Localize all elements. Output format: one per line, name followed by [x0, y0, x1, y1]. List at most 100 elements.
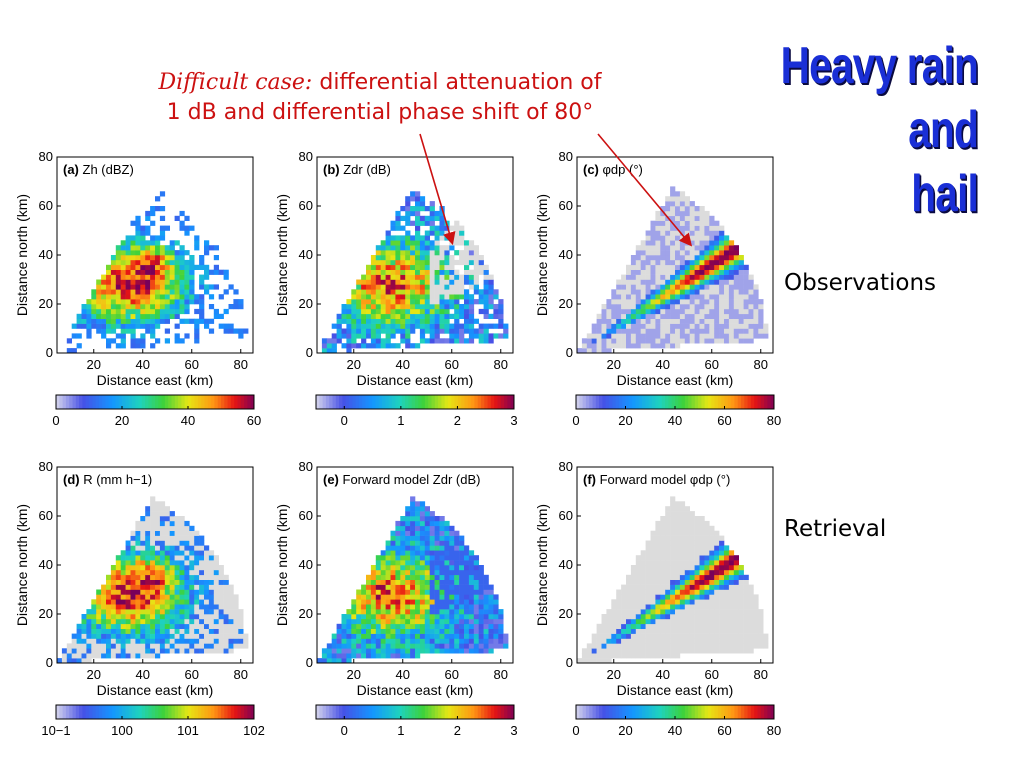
- colorbar-cell: [358, 705, 363, 719]
- colorbar-cell: [207, 395, 212, 409]
- colorbar-cell: [454, 395, 459, 409]
- panel-title: (e) Forward model Zdr (dB): [323, 472, 480, 487]
- colorbar-cell: [79, 705, 83, 719]
- colorbar-cell: [688, 705, 692, 719]
- colorbar-cell: [618, 705, 623, 719]
- colorbar-cell: [349, 395, 353, 409]
- colorbar-tick-label: 100: [111, 723, 133, 738]
- panel-quantity: Zh (dBZ): [83, 162, 134, 177]
- colorbar-tick-label: 20: [618, 723, 632, 738]
- x-tick-label: 60: [705, 667, 719, 682]
- colorbar-cell: [105, 395, 110, 409]
- colorbar-cell: [431, 705, 436, 719]
- colorbar-cell: [504, 705, 508, 719]
- colorbar-cell: [388, 395, 393, 409]
- colorbar-cell: [171, 705, 176, 719]
- colorbar-cell: [681, 705, 686, 719]
- colorbar-cell: [701, 395, 706, 409]
- row-label-retrieval: Retrieval: [784, 516, 887, 542]
- colorbar-cell: [161, 705, 166, 719]
- colorbar-cell: [438, 395, 442, 409]
- colorbar-cell: [694, 705, 699, 719]
- colorbar-cell: [408, 705, 413, 719]
- colorbar-cell: [708, 395, 712, 409]
- colorbar-cell: [658, 395, 663, 409]
- colorbar-cell: [595, 705, 600, 719]
- colorbar-cell: [464, 705, 469, 719]
- colorbar-cell: [645, 705, 650, 719]
- colorbar-tick-label: 80: [767, 723, 781, 738]
- colorbar-cell: [632, 395, 636, 409]
- colorbar-cell: [704, 395, 709, 409]
- colorbar-cell: [665, 395, 669, 409]
- colorbar-cell: [721, 395, 725, 409]
- y-tick-label: 80: [299, 459, 313, 474]
- heading-line-1: Heavy rain: [780, 37, 979, 95]
- colorbar-cell: [698, 705, 702, 719]
- colorbar-cell: [201, 395, 205, 409]
- colorbar-tick-label: 3: [510, 413, 517, 428]
- y-axis-label: Distance north (km): [274, 504, 290, 626]
- colorbar-tick-label: 20: [115, 413, 129, 428]
- colorbar-cell: [668, 395, 673, 409]
- y-tick-label: 20: [299, 296, 313, 311]
- colorbar-cell: [135, 705, 139, 719]
- x-tick-label: 20: [347, 667, 361, 682]
- colorbar-tick-label: 80: [767, 413, 781, 428]
- colorbar-cell: [158, 395, 163, 409]
- colorbar-cell: [448, 705, 452, 719]
- colorbar-cell: [615, 395, 620, 409]
- colorbar-cell: [339, 705, 343, 719]
- colorbar-cell: [764, 705, 768, 719]
- y-tick-label: 40: [39, 557, 53, 572]
- colorbar-cell: [171, 395, 176, 409]
- colorbar-cell: [69, 395, 73, 409]
- colorbar-cell: [227, 705, 232, 719]
- colorbar-cell: [678, 395, 683, 409]
- colorbar-cell: [744, 395, 749, 409]
- colorbar-cell: [431, 395, 436, 409]
- colorbar-cell: [184, 705, 189, 719]
- colorbar-cell: [497, 705, 502, 719]
- colorbar-cell: [448, 395, 452, 409]
- panel-id: (d): [63, 472, 83, 487]
- colorbar-cell: [424, 395, 429, 409]
- colorbar-cell: [671, 705, 676, 719]
- colorbar-tick-label: 60: [247, 413, 261, 428]
- colorbar-cell: [191, 395, 196, 409]
- y-tick-label: 40: [39, 247, 53, 262]
- y-tick-label: 60: [39, 508, 53, 523]
- y-tick-label: 60: [559, 508, 573, 523]
- colorbar-cell: [684, 395, 689, 409]
- y-tick-label: 60: [299, 508, 313, 523]
- colorbar-tick-label: 101: [177, 723, 199, 738]
- colorbar-cell: [451, 705, 456, 719]
- colorbar-cell: [474, 705, 479, 719]
- annotation-line-2: 1 dB and differential phase shift of 80°: [166, 100, 594, 125]
- colorbar-cell: [665, 705, 669, 719]
- colorbar-cell: [59, 395, 64, 409]
- colorbar-cell: [628, 705, 633, 719]
- colorbar-cell: [155, 705, 159, 719]
- colorbar-frame: [315, 704, 515, 720]
- colorbar-cell: [125, 395, 130, 409]
- colorbar-cell: [678, 705, 683, 719]
- y-tick-label: 80: [39, 459, 53, 474]
- colorbar-cell: [164, 705, 169, 719]
- colorbar-cell: [102, 705, 106, 719]
- colorbar-cell: [247, 395, 252, 409]
- colorbar-cell: [585, 705, 590, 719]
- colorbar-cell: [441, 705, 446, 719]
- colorbar-cell: [122, 395, 126, 409]
- x-tick-label: 80: [754, 357, 768, 372]
- colorbar-cell: [717, 705, 722, 719]
- colorbar-cell: [188, 705, 192, 719]
- colorbar-cell: [181, 395, 186, 409]
- colorbar-cell: [642, 395, 646, 409]
- colorbar-cell: [691, 395, 696, 409]
- colorbar-cell: [612, 395, 617, 409]
- annotation-line-1-rest: differential attenuation of: [312, 70, 602, 95]
- colorbar-cell: [675, 705, 679, 719]
- colorbar-cell: [464, 395, 469, 409]
